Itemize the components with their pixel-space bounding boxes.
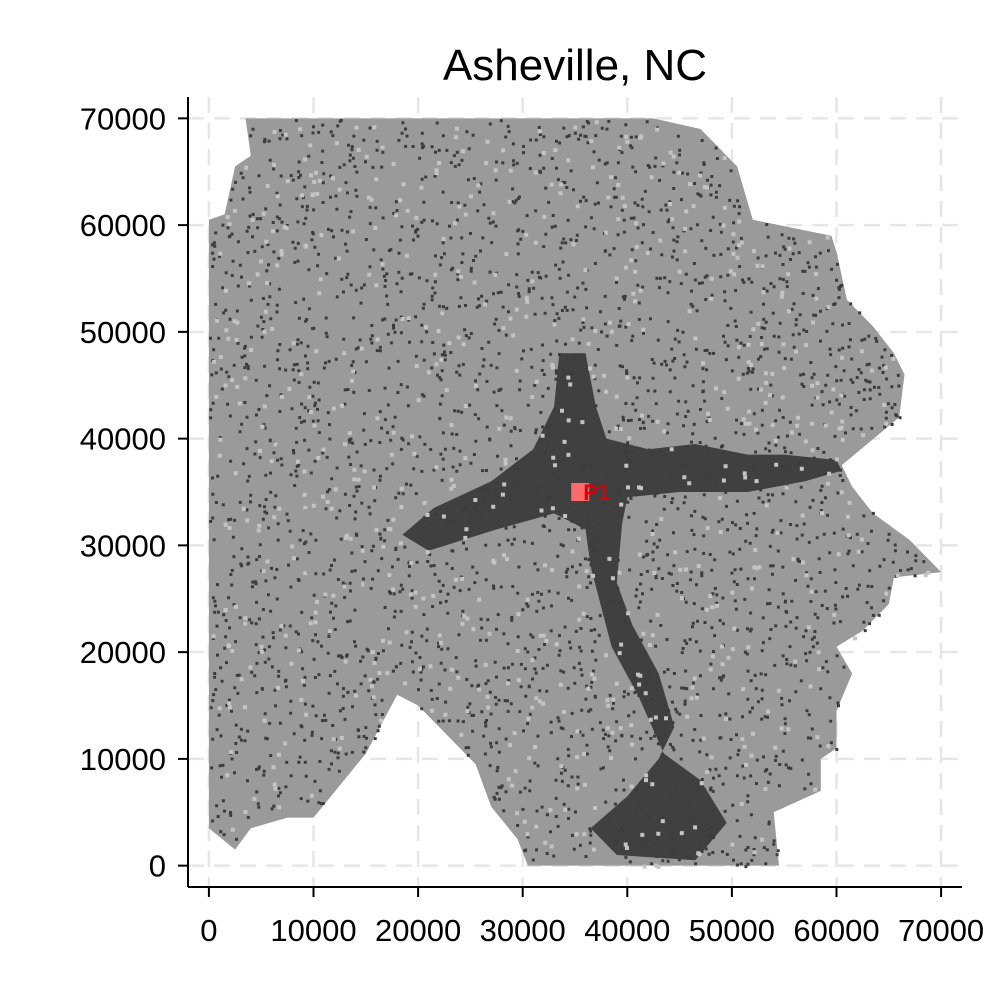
y-tick-label: 30000 [80, 528, 166, 563]
chart-title: Asheville, NC [443, 41, 707, 90]
y-tick-label: 70000 [80, 101, 166, 136]
map-region [402, 353, 842, 861]
x-tick-label: 20000 [375, 913, 461, 948]
y-tick-label: 10000 [80, 742, 166, 777]
y-tick-label: 50000 [80, 315, 166, 350]
x-tick-label: 60000 [793, 913, 879, 948]
x-tick-label: 10000 [270, 913, 356, 948]
x-tick-label: 0 [200, 913, 217, 948]
axes: 0 10000 20000 30000 40000 50000 60000 70000 0 100… [80, 97, 984, 948]
road-speckle [209, 118, 931, 869]
x-tick-label: 70000 [898, 913, 984, 948]
y-tick-label: 40000 [80, 422, 166, 457]
poi-square [571, 483, 590, 501]
y-tick-label: 60000 [80, 208, 166, 243]
poi-marker: P1 [571, 480, 610, 505]
x-tick-label: 50000 [689, 913, 775, 948]
dark-texture [209, 118, 926, 869]
x-tick-label: 30000 [480, 913, 566, 948]
poi-label: P1 [583, 480, 610, 505]
poi-markers: P1 [571, 480, 610, 505]
y-tick-label: 20000 [80, 635, 166, 670]
y-tick-label: 0 [149, 849, 166, 884]
x-tick-label: 40000 [584, 913, 670, 948]
